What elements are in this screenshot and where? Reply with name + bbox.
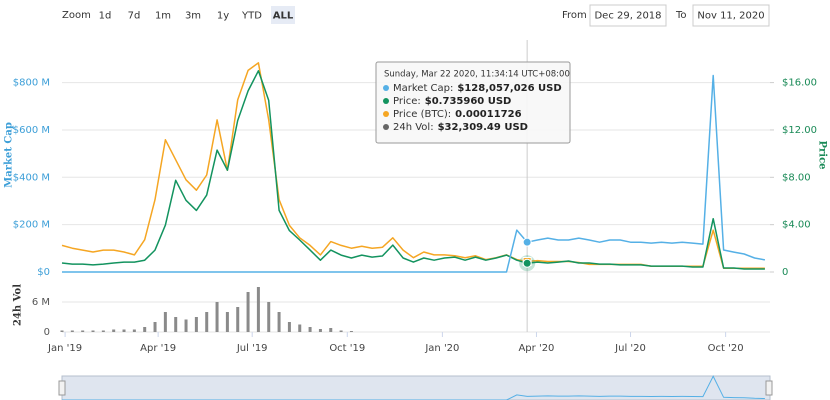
volume-bar <box>349 331 353 332</box>
hover-point <box>522 258 532 268</box>
y-axis-title: 24h Vol <box>13 284 24 326</box>
tooltip-value: 0.00011726 <box>455 109 521 120</box>
from-date[interactable]: Dec 29, 2018 <box>594 11 661 22</box>
tooltip-value: $0.735960 USD <box>425 96 512 107</box>
tooltip-bullet <box>383 124 389 130</box>
to-label: To <box>675 10 687 21</box>
tooltip-value: $128,057,026 USD <box>457 83 561 94</box>
tooltip-label: 24h Vol: <box>393 122 434 133</box>
y2-tick-label: $8.00 <box>782 172 811 183</box>
range-button[interactable]: 1d <box>99 11 112 22</box>
y-tick-label: $600 M <box>13 125 50 136</box>
range-button[interactable]: 7d <box>128 11 141 22</box>
tooltip-label: Price: <box>393 96 421 107</box>
volume-bar <box>60 330 64 332</box>
volume-bar <box>246 292 250 332</box>
y2-axis-title: Price <box>817 140 828 169</box>
volume-bar <box>122 329 126 332</box>
tooltip-date: Sunday, Mar 22 2020, 11:34:14 UTC+08:00 <box>384 70 570 80</box>
x-tick-label: Jan '20 <box>424 343 459 354</box>
volume-bar <box>194 317 198 332</box>
volume-bar <box>101 330 105 332</box>
volume-bar <box>267 302 271 332</box>
tooltip-label: Market Cap: <box>393 83 453 94</box>
volume-bar <box>153 322 157 332</box>
range-button-bg[interactable] <box>271 6 295 24</box>
x-tick-label: Apr '20 <box>518 343 554 354</box>
x-tick-label: Jul '20 <box>614 343 646 354</box>
volume-bar <box>329 328 333 332</box>
range-button[interactable]: ALL <box>273 11 294 22</box>
to-input[interactable] <box>692 4 770 27</box>
tooltip-bullet <box>383 98 389 104</box>
volume-bar <box>174 317 178 332</box>
to-date[interactable]: Nov 11, 2020 <box>697 11 764 22</box>
volume-bar <box>256 287 260 332</box>
range-button[interactable]: YTD <box>241 11 262 22</box>
volume-bar <box>298 324 302 332</box>
navigator-line <box>62 375 765 400</box>
from-label: From <box>562 10 587 21</box>
y-tick-label: 0 <box>44 327 50 338</box>
y-tick-label: $200 M <box>13 220 50 231</box>
hover-point <box>522 237 532 247</box>
volume-bar <box>184 319 188 332</box>
y-axis-title: Market Cap <box>4 122 15 188</box>
x-tick-label: Apr '19 <box>140 343 176 354</box>
volume-bar <box>308 327 312 332</box>
x-tick-label: Jan '19 <box>47 343 82 354</box>
y-tick-label: $0 <box>37 267 50 278</box>
navigator-handle[interactable] <box>765 380 773 396</box>
series-line <box>62 74 766 273</box>
volume-bar <box>163 312 167 332</box>
volume-bar <box>339 330 343 332</box>
y2-tick-label: $4.00 <box>782 220 811 231</box>
volume-bar <box>215 302 219 332</box>
navigator-handle[interactable] <box>58 380 66 396</box>
volume-bar <box>205 312 209 332</box>
series-line <box>61 70 765 270</box>
x-tick-label: Oct '19 <box>329 343 365 354</box>
tooltip-value: $32,309.49 USD <box>438 122 528 133</box>
tooltip-label: Price (BTC): <box>393 109 451 120</box>
x-tick-label: Oct '20 <box>708 343 744 354</box>
volume-bar <box>91 330 95 332</box>
range-button[interactable]: 3m <box>185 11 201 22</box>
tooltip <box>375 61 571 144</box>
y2-tick-label: 0 <box>782 267 788 278</box>
tooltip-bullet <box>383 85 389 91</box>
volume-bar <box>132 329 136 332</box>
zoom-label: Zoom <box>62 10 91 21</box>
volume-bar <box>112 329 116 332</box>
volume-bar <box>81 330 85 332</box>
x-tick-label: Jul '19 <box>236 343 268 354</box>
y-tick-label: 6 M <box>32 297 50 308</box>
volume-bar <box>143 327 147 332</box>
y2-tick-label: $12.00 <box>782 125 817 136</box>
y-tick-label: $800 M <box>13 78 50 89</box>
tooltip-bullet <box>383 111 389 117</box>
from-input[interactable] <box>589 4 667 27</box>
y-tick-label: $400 M <box>13 172 50 183</box>
volume-bar <box>70 330 74 332</box>
volume-bar <box>225 312 229 332</box>
volume-bar <box>277 312 281 332</box>
y2-tick-label: $16.00 <box>782 78 817 89</box>
range-button[interactable]: 1y <box>217 11 229 22</box>
volume-bar <box>287 322 291 332</box>
volume-bar <box>318 329 322 332</box>
volume-bar <box>236 307 240 332</box>
range-button[interactable]: 1m <box>155 11 171 22</box>
